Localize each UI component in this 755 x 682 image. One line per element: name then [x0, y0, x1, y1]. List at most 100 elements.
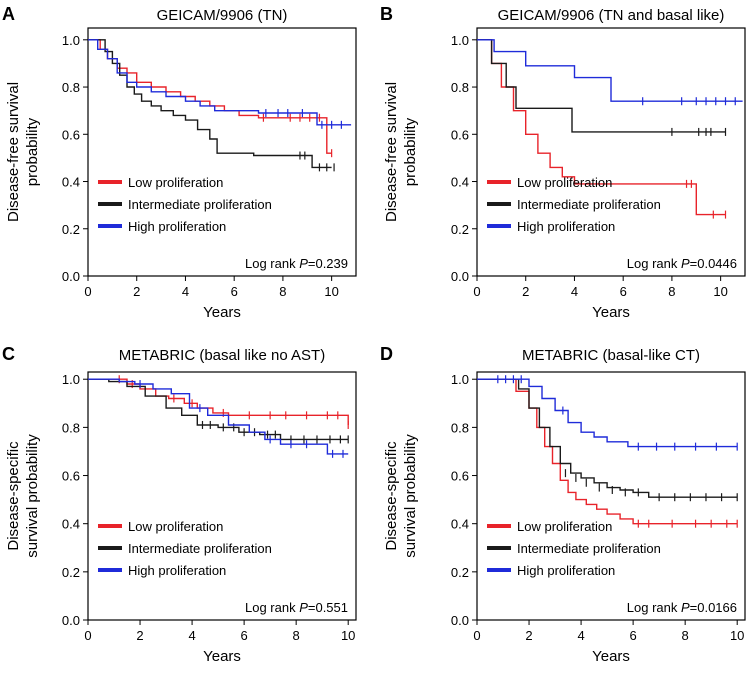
legend-label: Low proliferation — [517, 519, 612, 534]
y-tick-label: 1.0 — [451, 33, 469, 48]
y-tick-label: 0.4 — [62, 175, 80, 190]
x-tick-label: 6 — [629, 628, 636, 643]
x-tick-label: 0 — [473, 284, 480, 299]
p-value: =0.0446 — [690, 256, 737, 271]
panel-d: D METABRIC (basal-like CT) 0.0 0.2 0.4 0.6 0.8… — [380, 344, 746, 665]
plot-frame — [87, 27, 357, 277]
y-tick-label: 0.4 — [451, 175, 469, 190]
legend-label: Intermediate proliferation — [128, 541, 272, 556]
y-tick-label: 1.0 — [62, 372, 80, 387]
panel-title: GEICAM/9906 (TN) — [157, 7, 288, 24]
survival-curve-high — [88, 39, 352, 126]
survival-curve-low — [477, 378, 738, 525]
x-tick-label: 4 — [182, 284, 189, 299]
log-rank-prefix: Log rank — [627, 256, 681, 271]
y-tick-label: 0.4 — [451, 517, 469, 532]
legend-label: High proliferation — [128, 563, 226, 578]
x-tick-label: 6 — [231, 284, 238, 299]
y-tick-label: 0.2 — [451, 565, 469, 580]
y-tick-label: 0.0 — [451, 613, 469, 628]
x-tick-label: 8 — [682, 628, 689, 643]
x-tick-label: 2 — [136, 628, 143, 643]
panel-title: METABRIC (basal-like CT) — [522, 347, 700, 364]
y-axis-label-line: Disease-free survival — [383, 82, 400, 222]
x-tick-label: 2 — [525, 628, 532, 643]
y-tick-label: 0.2 — [62, 222, 80, 237]
survival-curve-intermediate — [88, 378, 349, 441]
y-tick-label: 0.2 — [451, 222, 469, 237]
y-axis-label-line: survival probability — [24, 434, 41, 558]
y-tick-label: 0.6 — [451, 469, 469, 484]
y-tick-label: 0.4 — [62, 517, 80, 532]
y-axis-label-line: Disease-specific — [383, 441, 400, 551]
p-value: =0.239 — [308, 256, 348, 271]
y-tick-label: 1.0 — [451, 372, 469, 387]
y-tick-label: 0.8 — [451, 420, 469, 435]
panel-letter: C — [2, 344, 15, 364]
legend-label: Intermediate proliferation — [517, 197, 661, 212]
p-value: =0.551 — [308, 600, 348, 615]
x-tick-label: 0 — [84, 284, 91, 299]
x-tick-label: 10 — [713, 284, 727, 299]
x-axis-label: Years — [592, 304, 630, 321]
legend-label: Low proliferation — [517, 175, 612, 190]
y-axis-label: Disease-free survival probability — [383, 82, 419, 222]
y-tick-label: 0.6 — [451, 127, 469, 142]
x-axis-label: Years — [203, 304, 241, 321]
survival-curve-low — [477, 39, 726, 216]
survival-curve-intermediate — [477, 39, 726, 133]
plot-frame — [87, 371, 357, 621]
panel-b: B GEICAM/9906 (TN and basal like) 0.0 0.2 0.… — [380, 4, 746, 321]
p-label: P — [299, 256, 308, 271]
y-axis-label: Disease-specific survival probability — [383, 434, 419, 558]
panel-letter: D — [380, 344, 393, 364]
y-tick-label: 1.0 — [62, 33, 80, 48]
y-axis-label-line: survival probability — [402, 434, 419, 558]
legend-label: Intermediate proliferation — [128, 197, 272, 212]
y-tick-label: 0.0 — [62, 613, 80, 628]
plot-frame — [476, 27, 746, 277]
survival-curve-high — [477, 378, 738, 448]
x-tick-label: 10 — [341, 628, 355, 643]
x-tick-label: 8 — [293, 628, 300, 643]
y-tick-label: 0.0 — [62, 269, 80, 284]
y-tick-label: 0.6 — [62, 469, 80, 484]
log-rank-prefix: Log rank — [245, 600, 299, 615]
p-value: =0.0166 — [690, 600, 737, 615]
log-rank-prefix: Log rank — [245, 256, 299, 271]
panel-title: METABRIC (basal like no AST) — [119, 347, 325, 364]
legend-label: High proliferation — [517, 563, 615, 578]
survival-curve-high — [88, 378, 349, 455]
panel-title: GEICAM/9906 (TN and basal like) — [498, 7, 725, 24]
y-tick-label: 0.6 — [62, 127, 80, 142]
p-label: P — [681, 600, 690, 615]
x-tick-label: 0 — [84, 628, 91, 643]
y-tick-label: 0.8 — [62, 80, 80, 95]
legend-label: Low proliferation — [128, 519, 223, 534]
panel-c: C METABRIC (basal like no AST) 0.0 0.2 0.4 0.… — [2, 344, 357, 665]
x-axis-label: Years — [592, 648, 630, 665]
panel-a: A GEICAM/9906 (TN) 0.0 0.2 0.4 0.6 0.8 1.0 0 2 4 6 8… — [2, 4, 357, 321]
panel-letter: B — [380, 4, 393, 24]
log-rank-annotation: Log rank P=0.0446 — [627, 256, 737, 271]
x-tick-label: 10 — [730, 628, 744, 643]
x-tick-label: 6 — [240, 628, 247, 643]
x-tick-label: 0 — [473, 628, 480, 643]
x-tick-label: 8 — [279, 284, 286, 299]
x-tick-label: 6 — [620, 284, 627, 299]
survival-curve-intermediate — [88, 39, 332, 169]
y-axis-label: Disease-free survival probability — [5, 82, 41, 222]
p-label: P — [681, 256, 690, 271]
x-tick-label: 2 — [522, 284, 529, 299]
legend-label: Low proliferation — [128, 175, 223, 190]
y-tick-label: 0.2 — [62, 565, 80, 580]
x-tick-label: 8 — [668, 284, 675, 299]
p-label: P — [299, 600, 308, 615]
legend-label: Intermediate proliferation — [517, 541, 661, 556]
legend-label: High proliferation — [517, 219, 615, 234]
survival-curve-intermediate — [477, 378, 738, 498]
x-axis-label: Years — [203, 648, 241, 665]
survival-curve-high — [477, 39, 743, 102]
log-rank-annotation: Log rank P=0.239 — [245, 256, 348, 271]
